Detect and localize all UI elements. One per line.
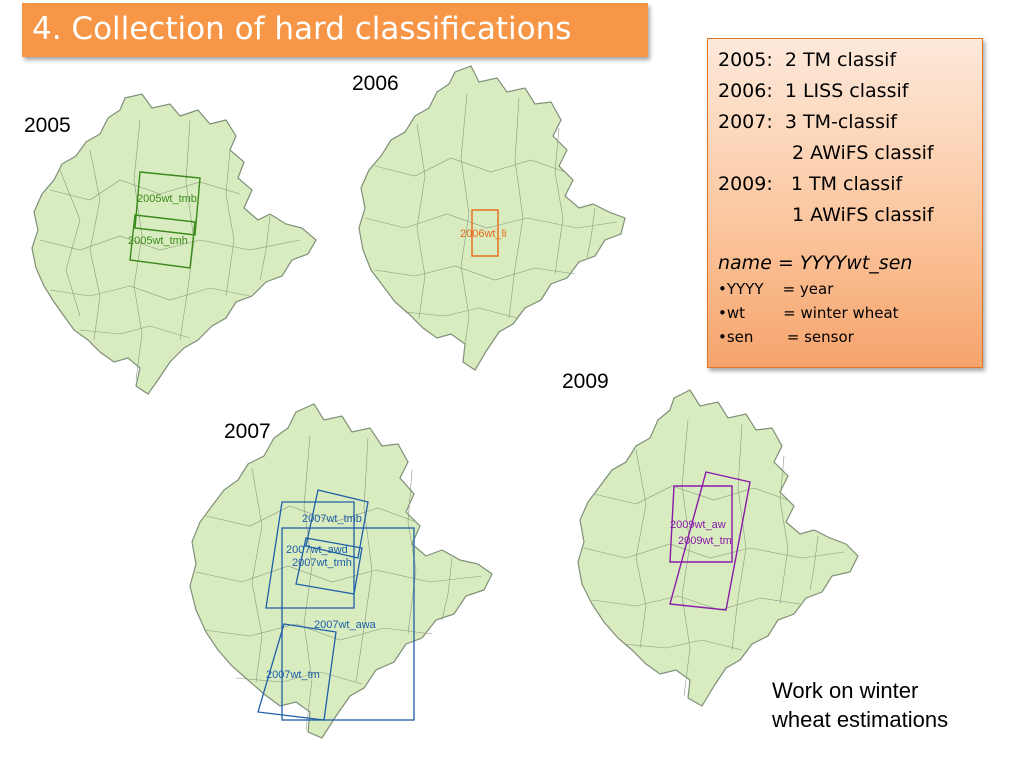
map-2009-svg: 2009wt_aw 2009wt_tm [577,389,859,707]
map-2006-svg: 2006wt_li [358,65,626,371]
scene-footprints-2006 [471,209,499,257]
bullet-wt: •wt = winter wheat [718,304,899,322]
map-2005: 2005wt_tmb 2005wt_tmh [30,90,320,405]
scene-label-2007wt-tm: 2007wt_tm [266,669,320,681]
scene-footprints-2005 [129,171,201,269]
page-title: 4. Collection of hard classifications [32,11,572,47]
map-2009: 2009wt_aw 2009wt_tm [574,386,864,716]
scene-label-2005wt-tmh: 2005wt_tmh [128,235,188,247]
region-outline-2007 [189,403,493,739]
info-line-2009-awifs: 1 AWiFS classif [792,204,934,226]
scene-label-2005wt-tmb: 2005wt_tmb [137,193,197,205]
scene-box-2005wt-tmb [134,171,201,236]
scene-label-2006wt-li: 2006wt_li [460,228,506,240]
scene-label-2009wt-aw: 2009wt_aw [670,519,726,531]
scene-box-2009wt-tm [669,471,751,611]
district-boundaries-2009 [583,419,845,697]
scene-label-2007wt-awa: 2007wt_awa [314,619,377,631]
map-2007-svg: 2007wt_tmb 2007wt_awd 2007wt_tmh 2007wt_… [189,403,493,739]
scene-label-2009wt-tm: 2009wt_tm [678,535,732,547]
year-label-2006: 2006 [352,72,399,95]
map-2006: 2006wt_li [355,62,630,382]
scene-box-2009wt-aw [669,485,733,563]
district-boundaries-2006 [364,93,618,361]
region-outline-2006 [358,65,626,371]
footer-note: Work on winter wheat estimations [772,676,948,734]
info-box: 2005: 2 TM classif 2006: 1 LISS classif … [707,38,983,368]
footer-line-1: Work on winter [772,678,919,703]
scene-box-2007wt-tmb [305,489,369,559]
info-line-2006: 2006: 1 LISS classif [718,80,909,102]
scene-box-2007wt-awd [265,501,355,609]
district-boundaries-2005 [39,119,301,381]
info-spacer [718,231,972,249]
naming-formula: name = YYYYwt_sen [718,252,913,274]
year-label-2005: 2005 [24,114,71,137]
scene-label-2007wt-awd: 2007wt_awd [286,544,348,556]
scene-box-2005wt-tmh [129,214,196,269]
map-2005-svg: 2005wt_tmb 2005wt_tmh [31,93,317,395]
scene-label-2007wt-tmb: 2007wt_tmb [302,513,362,525]
info-line-2007: 2007: 3 TM-classif [718,111,897,133]
bullet-yyyy: •YYYY = year [718,280,834,298]
bullet-sen: •sen = sensor [718,328,854,346]
year-label-2009: 2009 [562,370,609,393]
scene-box-2007wt-tm [257,623,337,721]
district-boundaries-2007 [195,435,483,731]
region-outline-2009 [577,389,859,707]
footer-line-2: wheat estimations [772,707,949,732]
year-label-2007: 2007 [224,420,271,443]
map-2007: 2007wt_tmb 2007wt_awd 2007wt_tmh 2007wt_… [186,398,506,758]
scene-box-2006wt-li [471,209,499,257]
info-line-2005: 2005: 2 TM classif [718,49,897,71]
info-line-2009: 2009: 1 TM classif [718,173,903,195]
scene-footprints-2007 [257,489,415,721]
scene-footprints-2009 [669,471,751,611]
scene-box-2007wt-tmh [295,537,363,595]
scene-box-2007wt-awa [281,527,415,721]
info-line-2007-awifs: 2 AWiFS classif [792,142,934,164]
title-banner: 4. Collection of hard classifications [22,3,648,57]
scene-label-2007wt-tmh: 2007wt_tmh [292,557,352,569]
